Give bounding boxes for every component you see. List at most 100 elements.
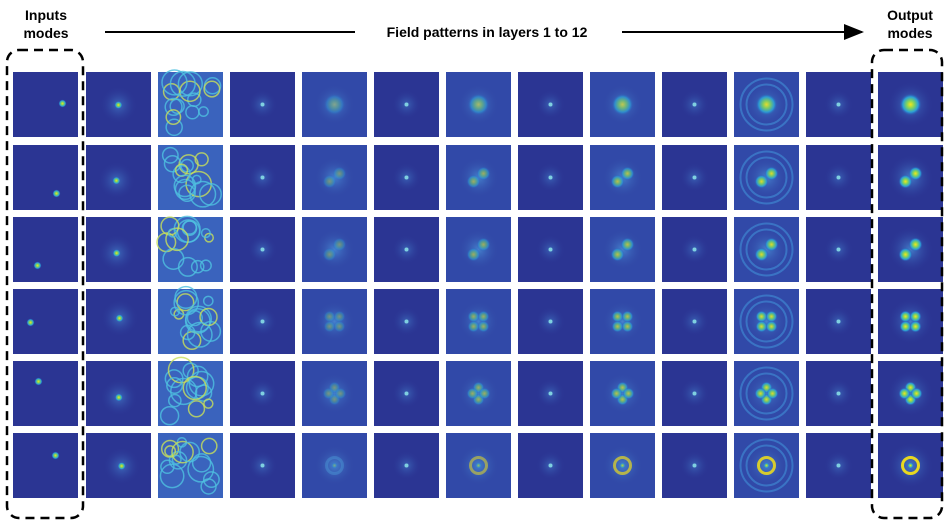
lobe	[756, 94, 778, 116]
spot	[332, 463, 338, 469]
spot	[693, 248, 697, 252]
spot	[764, 463, 770, 469]
tile	[13, 72, 78, 137]
lobe	[611, 248, 625, 262]
tile	[13, 217, 78, 282]
spot	[693, 392, 697, 396]
spot	[112, 177, 120, 185]
spot	[549, 392, 553, 396]
spot	[693, 176, 697, 180]
title: Field patterns in layers 1 to 12	[387, 24, 588, 40]
lobe	[755, 388, 767, 400]
spot	[405, 103, 409, 107]
figure: Inputs modes Field patterns in layers 1 …	[0, 0, 944, 523]
haze	[601, 228, 645, 272]
spot	[405, 464, 409, 468]
spot	[261, 248, 265, 252]
lobe	[755, 248, 769, 262]
spot	[34, 262, 42, 270]
lobe	[766, 321, 778, 333]
lobe	[323, 388, 335, 400]
spot	[115, 393, 123, 401]
lobe	[333, 238, 347, 252]
spot	[693, 103, 697, 107]
haze	[601, 300, 645, 344]
input-label: modes	[23, 25, 68, 41]
haze	[457, 300, 501, 344]
spot	[405, 176, 409, 180]
spot	[837, 464, 841, 468]
spot	[261, 464, 265, 468]
spot	[476, 463, 482, 469]
lobe	[479, 388, 491, 400]
lobe	[622, 321, 634, 333]
spot	[837, 103, 841, 107]
lobe	[899, 388, 911, 400]
spot	[114, 101, 122, 109]
spot	[620, 463, 626, 469]
haze	[745, 300, 789, 344]
lobe	[611, 388, 623, 400]
haze	[457, 228, 501, 272]
lobe	[468, 94, 490, 116]
spot	[549, 320, 553, 324]
spot	[113, 249, 121, 257]
spot	[693, 320, 697, 324]
lobe	[478, 321, 490, 333]
spot	[405, 320, 409, 324]
spot	[261, 392, 265, 396]
spot	[59, 100, 67, 108]
lobe	[911, 388, 923, 400]
spot	[118, 462, 126, 470]
output-label: Output	[887, 7, 933, 23]
haze	[745, 228, 789, 272]
spot	[35, 378, 43, 386]
spot	[405, 392, 409, 396]
lobe	[467, 248, 481, 262]
spot	[52, 452, 60, 460]
lobe	[900, 94, 922, 116]
lobe	[323, 248, 337, 262]
lobe	[612, 94, 634, 116]
spot	[693, 464, 697, 468]
lobe	[611, 175, 625, 189]
spot	[908, 463, 914, 469]
spot	[549, 248, 553, 252]
haze	[889, 228, 933, 272]
tile	[13, 361, 78, 426]
haze	[889, 300, 933, 344]
haze	[313, 300, 357, 344]
spot	[405, 248, 409, 252]
spot	[261, 320, 265, 324]
spot	[837, 248, 841, 252]
lobe	[765, 238, 779, 252]
lobe	[899, 248, 913, 262]
lobe	[909, 238, 923, 252]
spot	[837, 320, 841, 324]
lobe	[767, 388, 779, 400]
spot	[549, 103, 553, 107]
lobe	[477, 238, 491, 252]
tile-grid	[13, 70, 943, 498]
spot	[549, 176, 553, 180]
spot	[53, 190, 61, 198]
spot	[27, 319, 35, 327]
lobe	[910, 321, 922, 333]
spot	[261, 103, 265, 107]
lobe	[899, 175, 913, 189]
lobe	[467, 175, 481, 189]
lobe	[324, 94, 346, 116]
tile	[13, 145, 78, 210]
lobe	[623, 388, 635, 400]
lobe	[323, 175, 337, 189]
input-label: Inputs	[25, 7, 67, 23]
spot	[837, 392, 841, 396]
lobe	[467, 388, 479, 400]
tile	[13, 433, 78, 498]
spot	[115, 314, 123, 322]
spot	[261, 176, 265, 180]
lobe	[621, 238, 635, 252]
spot	[837, 176, 841, 180]
spot	[549, 464, 553, 468]
haze	[313, 228, 357, 272]
